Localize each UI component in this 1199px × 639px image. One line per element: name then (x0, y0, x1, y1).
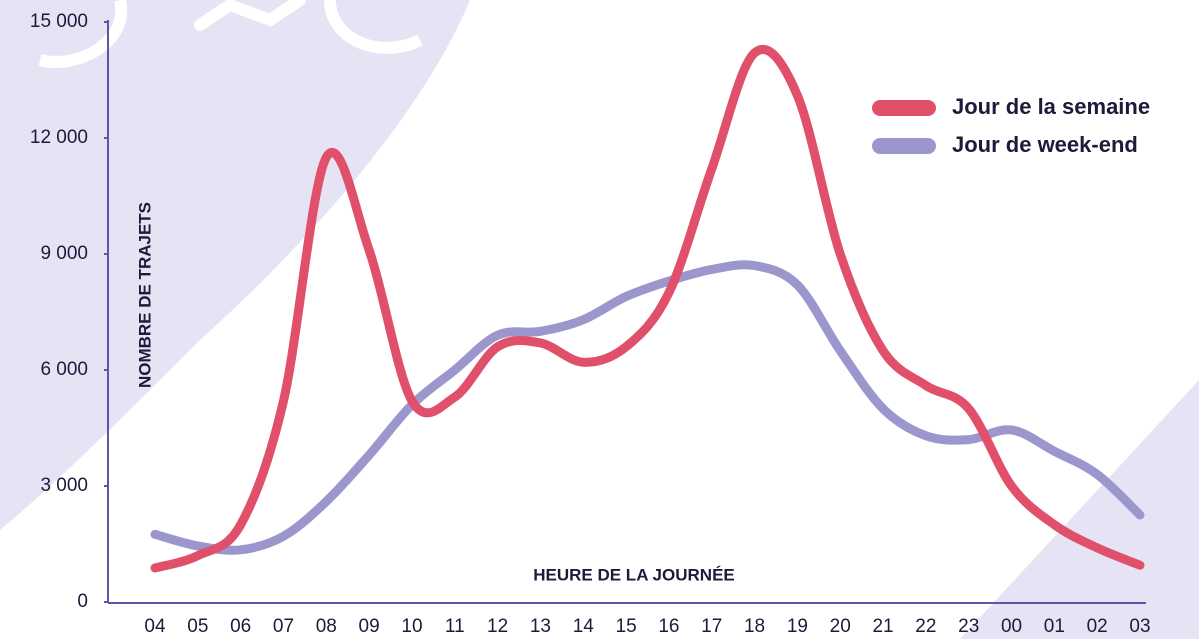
chart: NOMBRE DE TRAJETS HEURE DE LA JOURNÉE 03… (0, 0, 1199, 639)
x-tick-label: 07 (273, 616, 294, 637)
x-tick-label: 10 (401, 616, 422, 637)
x-tick-label: 15 (616, 616, 637, 637)
y-tick-label: 0 (77, 591, 88, 612)
x-tick-label: 20 (830, 616, 851, 637)
x-tick-label: 01 (1044, 616, 1065, 637)
y-tick-label: 9 000 (40, 243, 88, 264)
x-tick-label: 23 (958, 616, 979, 637)
x-tick-label: 13 (530, 616, 551, 637)
y-tick-label: 12 000 (30, 127, 88, 148)
x-tick-label: 04 (144, 616, 166, 637)
x-tick-label: 03 (1129, 616, 1150, 637)
x-axis-title: HEURE DE LA JOURNÉE (533, 565, 735, 584)
x-tick-label: 08 (316, 616, 337, 637)
x-tick-label: 14 (573, 616, 595, 637)
x-tick-label: 02 (1087, 616, 1108, 637)
legend-label: Jour de la semaine (952, 94, 1150, 119)
x-tick-label: 19 (787, 616, 808, 637)
y-axis-title: NOMBRE DE TRAJETS (135, 202, 154, 388)
x-tick-label: 11 (445, 616, 465, 637)
x-tick-label: 21 (872, 616, 893, 637)
y-tick-label: 6 000 (40, 359, 88, 380)
y-tick-label: 3 000 (40, 475, 88, 496)
x-tick-label: 06 (230, 616, 251, 637)
x-tick-label: 09 (359, 616, 380, 637)
legend-label: Jour de week-end (952, 132, 1138, 157)
x-tick-label: 05 (187, 616, 208, 637)
x-tick-label: 00 (1001, 616, 1022, 637)
x-tick-label: 12 (487, 616, 508, 637)
x-tick-label: 16 (658, 616, 679, 637)
x-tick-label: 22 (915, 616, 936, 637)
x-tick-label: 17 (701, 616, 722, 637)
x-tick-label: 18 (744, 616, 765, 637)
y-tick-label: 15 000 (30, 11, 88, 32)
